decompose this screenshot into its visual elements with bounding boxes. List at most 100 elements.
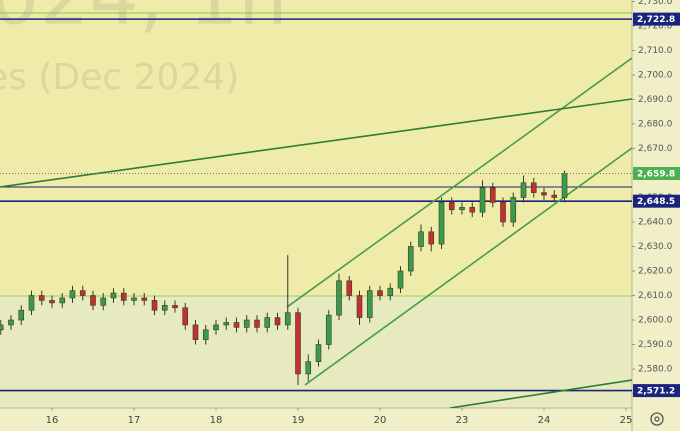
y-tick-label: 2,670.0 — [638, 144, 673, 154]
candle-body — [213, 324, 219, 331]
trend-line — [449, 379, 632, 408]
candle-body — [90, 295, 96, 306]
candle-body — [192, 324, 199, 340]
watermark-symbol: 024, 1h — [0, 0, 288, 42]
candle-body — [59, 297, 66, 304]
y-tick-label: 2,720.0 — [638, 21, 673, 31]
candle-body — [233, 322, 240, 328]
trend-line — [304, 147, 632, 386]
level-label-box — [633, 384, 680, 398]
candle-body — [561, 173, 568, 198]
level-label-box — [633, 194, 680, 208]
level-label: 2,571.2 — [637, 387, 675, 397]
candle-body — [131, 297, 137, 301]
settings-icon[interactable] — [650, 412, 664, 426]
x-tick-label: 25 — [620, 415, 633, 426]
candle-body — [469, 207, 476, 213]
candle-body — [305, 361, 312, 375]
candle-body — [8, 319, 14, 326]
candle-body — [356, 295, 363, 318]
candle-body — [418, 231, 424, 247]
candle-body — [18, 309, 25, 321]
candle-body — [110, 292, 117, 299]
candle-body — [459, 207, 465, 211]
candle-body — [274, 317, 281, 326]
y-axis-background — [632, 0, 680, 431]
plot — [0, 12, 632, 408]
candle-body — [161, 305, 168, 311]
level-label: 2,722.8 — [637, 15, 675, 25]
candle-body — [120, 292, 127, 301]
y-tick-label: 2,580.0 — [638, 365, 673, 375]
candle-body — [28, 295, 35, 311]
y-tick-label: 2,600.0 — [638, 316, 673, 326]
y-tick-label: 2,710.0 — [638, 46, 673, 56]
y-tick-label: 2,690.0 — [638, 95, 673, 105]
candle-body — [479, 187, 486, 213]
candle-body — [325, 314, 332, 345]
candle-body — [541, 192, 547, 196]
y-tick-label: 2,640.0 — [638, 218, 673, 228]
y-tick-label: 2,700.0 — [638, 70, 673, 80]
candle-body — [182, 307, 189, 326]
upper-zone — [0, 0, 632, 297]
x-tick-label: 17 — [128, 415, 141, 426]
trend-line — [286, 57, 632, 308]
last-price-label: 2,659.8 — [637, 169, 675, 179]
x-axis-background — [0, 408, 632, 431]
candle-body — [530, 182, 537, 193]
y-tick-label: 2,680.0 — [638, 119, 673, 129]
candle-body — [284, 312, 291, 326]
candle-body — [223, 322, 230, 326]
candle-body — [243, 319, 250, 328]
candle-body — [438, 202, 445, 245]
x-tick-label: 16 — [46, 415, 59, 426]
candle-body — [336, 280, 342, 316]
candle-body — [489, 187, 496, 203]
candle-body — [254, 319, 260, 328]
candle-body — [448, 202, 455, 211]
candle-body — [387, 287, 394, 296]
candle-body — [151, 300, 158, 311]
candle-body — [366, 290, 373, 318]
candle-body — [79, 290, 86, 296]
y-tick-label: 2,590.0 — [638, 340, 673, 350]
candle-body — [202, 329, 209, 340]
candle-body — [315, 344, 322, 362]
x-tick-label: 18 — [210, 415, 223, 426]
x-tick-label: 24 — [538, 415, 551, 426]
candle-body — [0, 324, 4, 331]
candle-body — [551, 194, 558, 198]
candle-body — [407, 246, 414, 272]
watermark: 024, 1h es (Dec 2024) — [0, 0, 288, 98]
candle-body — [69, 290, 76, 299]
level-label-box — [633, 12, 680, 26]
candle-body — [346, 280, 353, 296]
y-tick-label: 2,620.0 — [638, 267, 673, 277]
candle-body — [172, 305, 178, 309]
candle-body — [295, 312, 301, 375]
trend-line — [0, 98, 632, 188]
last-price-label-box — [633, 166, 680, 180]
candle-body — [520, 182, 527, 198]
watermark-desc: es (Dec 2024) — [0, 57, 239, 98]
level-label: 2,648.5 — [637, 197, 675, 207]
candle-body — [377, 290, 383, 296]
x-tick-label: 20 — [374, 415, 387, 426]
candle-body — [397, 270, 404, 289]
x-tick-label: 19 — [292, 415, 305, 426]
y-tick-label: 2,630.0 — [638, 242, 673, 252]
candle-body — [141, 297, 148, 301]
candle-body — [49, 300, 55, 304]
axes: 2,570.02,580.02,590.02,600.02,610.02,620… — [46, 0, 680, 426]
y-tick-label: 2,730.0 — [638, 0, 673, 7]
candle-body — [38, 295, 45, 301]
candle-body — [264, 317, 271, 328]
candle-body — [500, 202, 506, 223]
candle-body — [100, 297, 107, 306]
candle-body — [510, 197, 517, 223]
candle-body — [428, 231, 435, 245]
y-tick-label: 2,610.0 — [638, 291, 673, 301]
